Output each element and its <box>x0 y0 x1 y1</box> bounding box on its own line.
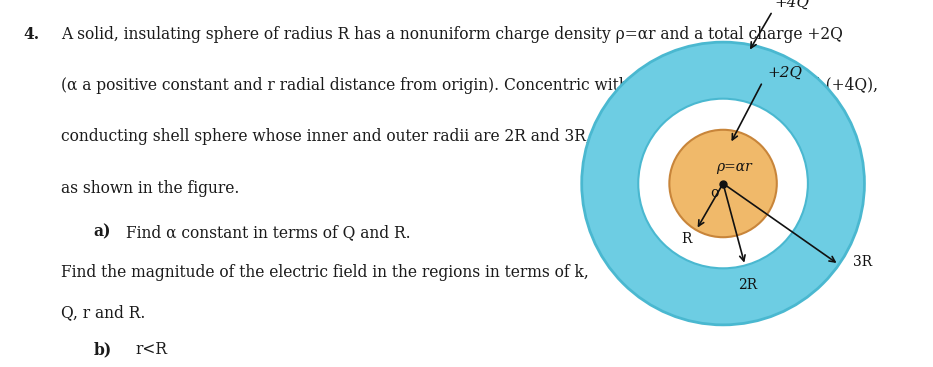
Text: Q, r and R.: Q, r and R. <box>61 305 145 321</box>
Text: +4Q: +4Q <box>774 0 809 10</box>
Circle shape <box>669 130 777 237</box>
Text: r<R: r<R <box>135 341 167 358</box>
Text: R: R <box>681 232 691 246</box>
Text: a): a) <box>93 224 111 241</box>
Text: as shown in the figure.: as shown in the figure. <box>61 180 239 197</box>
Text: ρ=αr: ρ=αr <box>717 160 752 174</box>
Text: Find α constant in terms of Q and R.: Find α constant in terms of Q and R. <box>126 224 411 241</box>
Text: conducting shell sphere whose inner and outer radii are 2R and 3R,: conducting shell sphere whose inner and … <box>61 128 591 145</box>
Text: o: o <box>710 186 718 200</box>
Text: A solid, insulating sphere of radius R has a nonuniform charge density ρ=αr and : A solid, insulating sphere of radius R h… <box>61 26 842 43</box>
Text: b): b) <box>93 341 112 358</box>
Circle shape <box>581 42 865 325</box>
Circle shape <box>638 99 808 268</box>
Text: 4.: 4. <box>23 26 39 43</box>
Text: 2R: 2R <box>738 278 758 292</box>
Text: (α a positive constant and r radial distance from origin). Concentric with this : (α a positive constant and r radial dist… <box>61 77 878 94</box>
Text: +2Q: +2Q <box>767 66 801 80</box>
Text: Find the magnitude of the electric field in the regions in terms of k,: Find the magnitude of the electric field… <box>61 264 589 281</box>
Text: 3R: 3R <box>853 255 872 269</box>
